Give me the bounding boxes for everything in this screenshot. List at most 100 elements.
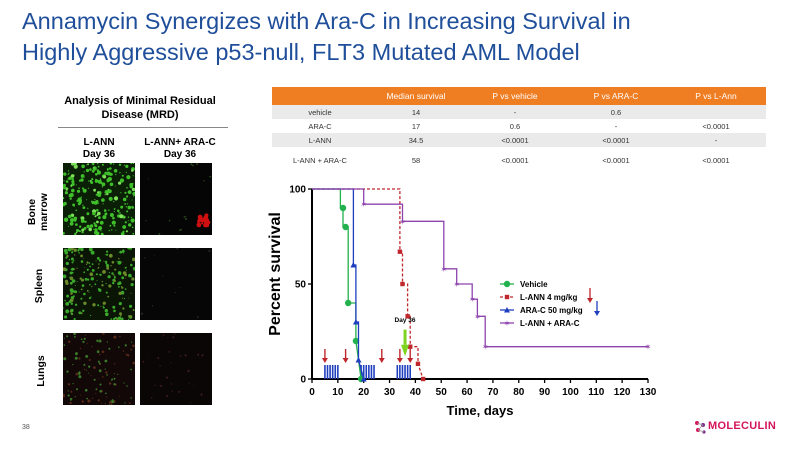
x-tick-label: 80 [513,387,525,398]
y-tick-label: 50 [295,280,307,291]
legend-marker [504,307,510,313]
table-cell: - [464,105,566,119]
legend-label: Vehicle [520,280,548,289]
page-number: 38 [22,424,30,431]
table-header-row: Median survival P vs vehicle P vs ARA-C … [272,87,766,105]
table-header-cell: P vs vehicle [464,87,566,105]
data-point [344,299,352,307]
data-point [339,204,347,212]
image-spleen-combo [140,248,212,320]
x-tick-label: 30 [384,387,396,398]
data-point: ✶ [399,217,406,226]
mrd-divider [58,127,228,128]
dosing-arrow-lann-head [321,358,328,363]
table-cell: vehicle [272,105,368,119]
table-cell: ARA-C [308,121,332,131]
y-tick-label: 100 [289,185,306,196]
data-point: ✶ [645,343,652,352]
table-cell: 0.6 [509,121,521,131]
table-header-cell: Median survival [368,87,464,105]
image-bone-lann [63,163,135,235]
data-point [405,314,410,319]
legend-label: L-ANN + ARA-C [520,319,580,328]
y-tick-label: 0 [300,375,306,386]
data-point [415,361,421,366]
molecule-logo-icon [695,421,706,434]
data-point [350,262,357,268]
x-tick-label: 50 [436,387,448,398]
legend-marker [503,280,511,288]
data-point: ✶ [482,343,489,352]
data-point: ✶ [360,200,367,209]
table-header-cell: P vs L-Ann [666,87,766,105]
table-cell: - [666,133,766,147]
data-point: ✶ [440,265,447,274]
data-point [420,376,426,382]
row-label-spleen: Spleen [33,268,45,304]
x-tick-label: 110 [588,387,605,398]
data-point [355,357,362,363]
x-tick-label: 60 [462,387,474,398]
row-label-lungs: Lungs [35,355,47,387]
legend-arrow-red-head [587,298,593,303]
dosing-arrow-lann-head [396,358,403,363]
table-cell: - [614,121,618,131]
data-point [360,376,367,382]
x-tick-label: 120 [614,387,631,398]
mrd-title-line-1: Analysis of Minimal Residual [64,95,216,107]
legend-arrow-blue-head [594,311,600,316]
image-lungs-lann [63,333,135,405]
x-axis-label: Time, days [447,403,514,418]
table-header-cell: P vs ARA-C [566,87,666,105]
day36-annotation: Day 36 [395,317,416,324]
x-tick-label: 90 [539,387,551,398]
series-line-1 [312,188,424,380]
legend-label: L-ANN 4 mg/kg [520,293,577,302]
data-point: ✶ [453,280,460,289]
table-cell: 17 [411,121,421,131]
table-cell: <0.0001 [464,133,566,147]
title-line-1: Annamycin Synergizes with Ara-C in Incre… [22,8,631,34]
x-tick-label: 100 [562,387,579,398]
data-point [352,319,359,325]
col-label-lann-arac: L-ANN+ ARA-C Day 36 [135,137,225,161]
series-line-3 [312,188,648,348]
dosing-arrow-lann-head [407,358,414,363]
image-bone-combo [140,163,212,235]
x-tick-label: 130 [640,387,657,398]
data-point [397,249,403,254]
table-row: ARA-C 17 0.6 - <0.0001 [272,119,766,133]
dosing-arrow-lann-head [342,358,349,363]
x-tick-label: 70 [487,387,499,398]
col1-line2: Day 36 [82,149,116,160]
dosing-arrow-lann-head [378,358,385,363]
image-lungs-combo [140,333,212,405]
table-cell: <0.0001 [702,155,730,165]
mrd-title: Analysis of Minimal Residual Disease (MR… [40,94,240,122]
row-label-bone-marrow: Bone marrow [26,182,50,242]
table-cell: 0.6 [566,105,666,119]
table-cell: 34.5 [368,133,464,147]
table-cell [666,105,766,119]
row-bone-line2: marrow [38,193,50,231]
x-tick-label: 20 [358,387,370,398]
col1-line1: L-ANN [83,137,115,148]
col2-line2: Day 36 [163,149,197,160]
data-point [400,281,405,287]
data-point [352,337,360,345]
x-tick-label: 40 [410,387,422,398]
data-point [342,223,349,231]
survival-table: Median survival P vs vehicle P vs ARA-C … [272,87,766,173]
table-row: L-ANN + ARA-C 58 <0.0001 <0.0001 <0.0001 [272,147,766,173]
table-row: L-ANN 34.5 <0.0001 <0.0001 - [272,133,766,147]
legend-marker [504,294,510,300]
data-point [408,344,413,349]
y-axis-label: Percent survival [267,212,284,336]
x-tick-label: 10 [332,387,344,398]
table-cell: L-ANN [272,133,368,147]
table-header-cell [272,87,368,105]
row-bone-line1: Bone [26,198,38,226]
survival-chart: 0 10 20 30 40 50 60 70 80 90 100 110 120 130 0 50 100 ✶ ✶ ✶… [267,185,657,419]
table-cell: L-ANN + ARA-C [293,155,347,165]
table-cell: <0.0001 [702,121,730,131]
